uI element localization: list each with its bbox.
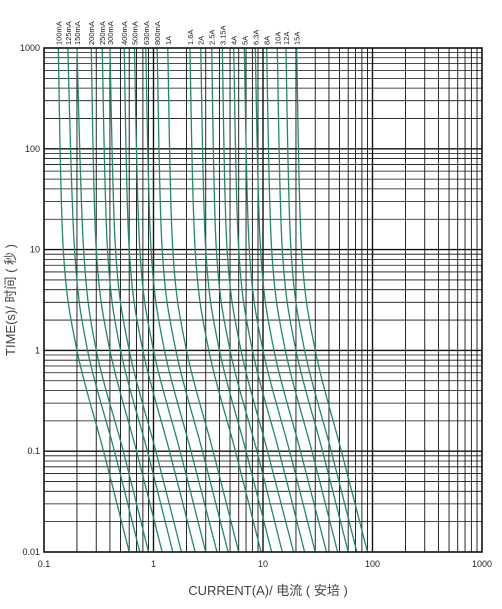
fuse-curve-2A: [200, 47, 273, 553]
fuse-curve-15A: [296, 47, 369, 553]
rating-label-400mA: 400mA: [120, 21, 129, 45]
y-tick-labels: 1000 100 10 1 0.1 0.01: [20, 43, 40, 557]
rating-label-4A: 4A: [230, 36, 239, 45]
rating-label-300mA: 300mA: [106, 21, 115, 45]
rating-label-6.3A: 6.3A: [251, 30, 260, 45]
fuse-curve-6.3A: [254, 47, 328, 553]
fuse-curve-8A: [266, 47, 339, 553]
fuse-curve-630mA: [145, 47, 218, 553]
rating-label-5A: 5A: [240, 36, 249, 45]
fuse-curve-800mA: [156, 47, 229, 553]
fuse-curve-100mA: [57, 47, 130, 553]
rating-label-1A: 1A: [164, 36, 173, 45]
rating-label-3.15A: 3.15A: [218, 25, 227, 45]
y-tick-label: 10: [30, 245, 40, 255]
y-tick-label: 1: [35, 345, 40, 355]
fuse-curve-150mA: [76, 47, 150, 553]
x-tick-label: 0.1: [38, 559, 51, 569]
rating-label-200mA: 200mA: [87, 21, 96, 45]
x-tick-label: 1: [151, 559, 156, 569]
y-axis-title: TIME(s)/ 时间 ( 秒 ): [3, 244, 18, 356]
rating-label-10A: 10A: [273, 32, 282, 45]
rating-label-800mA: 800mA: [153, 21, 162, 45]
rating-label-12A: 12A: [282, 32, 291, 45]
rating-label-8A: 8A: [263, 36, 272, 45]
rating-label-150mA: 150mA: [73, 21, 82, 45]
y-tick-label: 0.01: [22, 547, 40, 557]
fuse-curve-125mA: [67, 47, 141, 553]
chart-curves: [57, 47, 369, 553]
y-tick-label: 1000: [20, 43, 40, 53]
fuse-curve-4A: [233, 47, 306, 553]
rating-label-250mA: 250mA: [98, 21, 107, 45]
fuse-curve-500mA: [133, 47, 207, 553]
x-axis-title: CURRENT(A)/ 电流 ( 安培 ): [188, 583, 348, 598]
plot-frame: [43, 47, 483, 553]
x-tick-label: 10: [258, 559, 268, 569]
rating-label-630mA: 630mA: [142, 21, 151, 45]
rating-label-2.5A: 2.5A: [208, 30, 217, 45]
rating-label-2A: 2A: [197, 36, 206, 45]
x-tick-label: 100: [365, 559, 380, 569]
y-tick-label: 100: [25, 144, 40, 154]
fuse-curve-400mA: [123, 47, 196, 553]
rating-label-15A: 15A: [293, 32, 302, 45]
fuse-curve-1A: [167, 47, 240, 553]
y-tick-label: 0.1: [27, 446, 40, 456]
fuse-curve-5A: [243, 47, 316, 553]
x-tick-label: 1000: [472, 559, 492, 569]
fuse-curve-300mA: [109, 47, 183, 553]
fuse-curve-10A: [276, 47, 349, 553]
rating-label-1.6A: 1.6A: [186, 30, 195, 45]
fuse-curve-12A: [285, 47, 358, 553]
fuse-curve-200mA: [90, 47, 163, 553]
fuse-curve-250mA: [101, 47, 174, 553]
fuse-curve-1.6A: [189, 47, 262, 553]
x-tick-labels: 0.1 1 10 100 1000: [38, 559, 492, 569]
rating-label-125mA: 125mA: [64, 21, 73, 45]
rating-label-100mA: 100mA: [54, 21, 63, 45]
fuse-curve-2.5A: [211, 47, 283, 553]
fuse-curve-3.15A: [221, 47, 295, 553]
rating-label-500mA: 500mA: [131, 21, 140, 45]
